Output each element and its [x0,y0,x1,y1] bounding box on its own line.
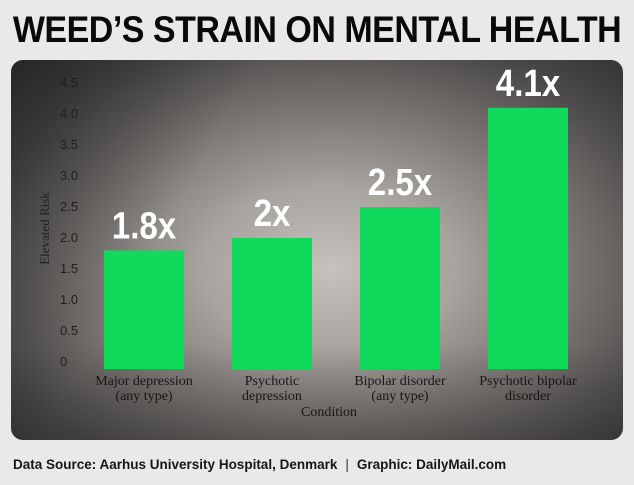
y-tick-label: 4.0 [60,106,78,121]
x-tick-label: Bipolar disorder [354,374,446,389]
y-tick-label: 2.5 [60,199,78,214]
footer-separator: | [345,456,349,472]
bar [488,107,568,370]
x-tick-label: disorder [505,389,551,404]
x-tick-label: (any type) [371,389,428,404]
data-label: 2.5x [368,161,433,204]
bar [232,238,312,369]
x-tick-label: Psychotic [245,374,299,389]
y-axis-label: Elevated Risk [37,192,52,265]
y-tick-label: 0 [60,354,67,369]
y-tick-label: 4.5 [60,75,78,90]
bar [360,207,440,369]
x-axis-label: Condition [301,405,357,420]
y-tick-label: 0.5 [60,323,78,338]
chart-headline: WEED’S STRAIN ON MENTAL HEALTH [12,8,622,51]
footer-credits: Data Source: Aarhus University Hospital,… [13,452,623,476]
data-label: 2x [254,192,291,235]
x-tick-label: depression [242,389,302,404]
data-label: 1.8x [112,204,177,247]
y-tick-label: 2.0 [60,230,78,245]
y-tick-label: 3.0 [60,168,78,183]
data-label: 4.1x [496,62,561,105]
y-tick-label: 1.5 [60,261,78,276]
bar [104,250,184,369]
graphic-credit: Graphic: DailyMail.com [356,456,507,472]
y-tick-label: 1.0 [60,292,78,307]
data-source: Data Source: Aarhus University Hospital,… [13,456,338,472]
x-tick-label: Psychotic bipolar [479,374,577,389]
x-tick-label: Major depression [95,374,193,389]
y-tick-label: 3.5 [60,137,78,152]
x-tick-label: (any type) [115,389,172,404]
